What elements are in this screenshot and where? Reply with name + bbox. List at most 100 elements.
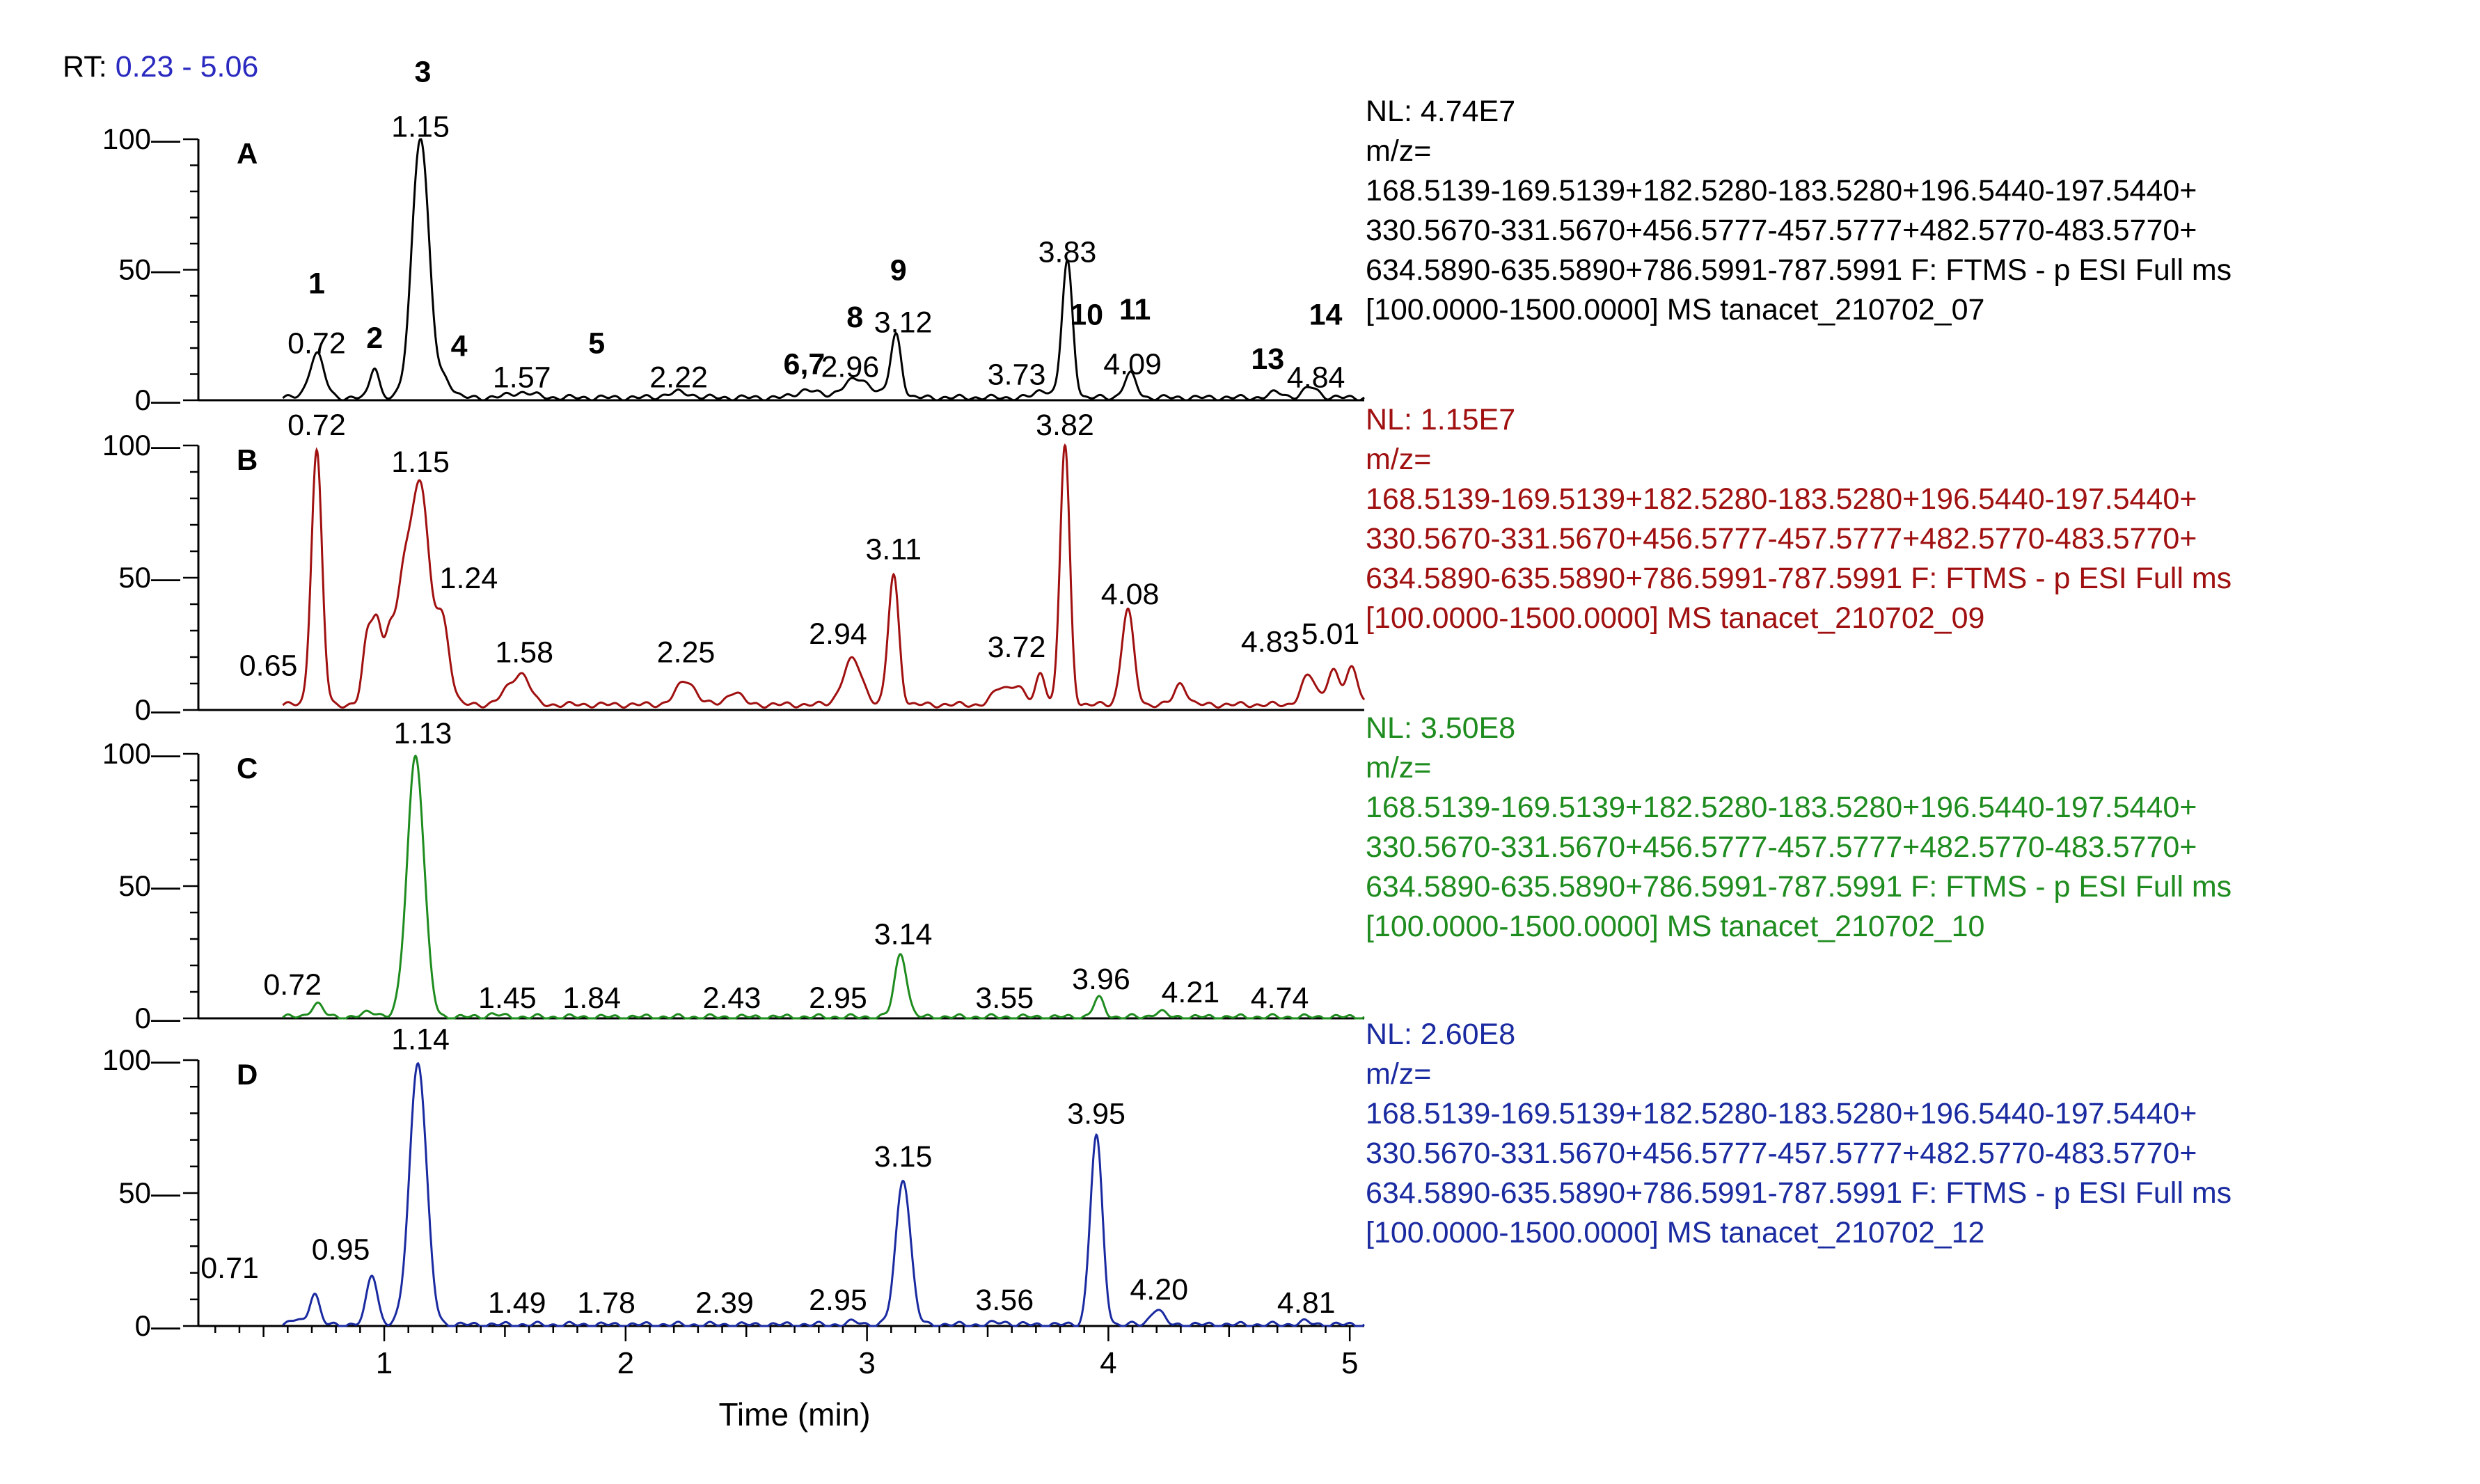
rt-label: 0.72: [287, 409, 346, 442]
rt-label: 4.09: [1103, 348, 1162, 381]
rt-label: 3.96: [1072, 963, 1130, 996]
mz-label: m/z=: [1366, 751, 1432, 784]
rt-label: 2.22: [649, 361, 708, 394]
rt-label: 1.14: [391, 1023, 450, 1057]
rt-label: 4.08: [1101, 578, 1160, 611]
compound-number: 9: [890, 254, 907, 287]
compound-number: 13: [1251, 342, 1284, 376]
compound-number: 6,7: [784, 348, 826, 381]
rt-label: 2.94: [809, 617, 867, 651]
x-tick-label: 4: [1100, 1346, 1116, 1380]
rt-label: 1.78: [577, 1286, 635, 1320]
y-tick-label: 50—: [118, 869, 180, 902]
rt-label: 1.24: [440, 562, 498, 595]
y-tick-label: 0—: [135, 384, 180, 416]
y-tick-label: 100—: [102, 429, 180, 461]
panel-letter: A: [237, 137, 258, 170]
rt-label: 4.74: [1251, 981, 1309, 1015]
rt-label: 4.21: [1161, 976, 1219, 1009]
rt-label: 4.81: [1277, 1286, 1336, 1320]
rt-label: 0.72: [287, 327, 346, 361]
trace-line: [282, 1061, 1365, 1327]
rt-label: 4.20: [1130, 1273, 1188, 1307]
mz-line: 634.5890-635.5890+786.5991-787.5991 F: F…: [1366, 562, 2232, 595]
rt-label: 3.82: [1036, 409, 1094, 442]
rt-label: 3.83: [1038, 235, 1097, 269]
rt-label: 2.25: [657, 636, 716, 670]
mz-label: m/z=: [1366, 443, 1432, 476]
y-tick-label: 50—: [118, 1176, 180, 1209]
mz-line: [100.0000-1500.0000] MS tanacet_210702_0…: [1366, 601, 1985, 635]
rt-label: 2.96: [821, 350, 879, 384]
y-tick-label: 50—: [118, 253, 180, 286]
rt-label: 0.72: [263, 968, 322, 1002]
rt-label: 1.13: [394, 717, 452, 750]
compound-number: 11: [1119, 293, 1151, 326]
trace-line: [282, 443, 1366, 709]
mz-line: 634.5890-635.5890+786.5991-787.5991 F: F…: [1366, 253, 2232, 287]
compound-number: 4: [451, 329, 468, 363]
rt-label: 3.56: [975, 1284, 1034, 1317]
mz-line: 330.5670-331.5670+456.5777-457.5777+482.…: [1366, 830, 2197, 864]
y-tick-label: 0—: [135, 1002, 180, 1034]
rt-label: 4.83: [1241, 625, 1300, 658]
x-axis-label: Time (min): [719, 1396, 871, 1432]
mz-line: 330.5670-331.5670+456.5777-457.5777+482.…: [1366, 214, 2197, 247]
rt-label: 0.95: [312, 1233, 370, 1267]
mz-line: 330.5670-331.5670+456.5777-457.5777+482.…: [1366, 1137, 2197, 1170]
rt-label: 1.15: [391, 110, 450, 143]
x-tick-label: 2: [617, 1346, 634, 1380]
compound-number: 5: [588, 327, 605, 361]
rt-label: 1.58: [495, 636, 553, 670]
rt-label: 3.14: [874, 918, 933, 952]
rt-label: 3.55: [975, 981, 1034, 1015]
rt-range-value: 0.23 - 5.06: [115, 50, 259, 84]
mz-line: 330.5670-331.5670+456.5777-457.5777+482.…: [1366, 522, 2197, 555]
rt-label: 1.49: [488, 1286, 546, 1320]
rt-label: 3.15: [874, 1140, 933, 1174]
rt-label: 1.45: [478, 981, 537, 1015]
rt-label: 4.84: [1287, 361, 1345, 394]
mz-line: [100.0000-1500.0000] MS tanacet_210702_1…: [1366, 1216, 1985, 1249]
mz-line: 168.5139-169.5139+182.5280-183.5280+196.…: [1366, 1097, 2197, 1130]
mz-label: m/z=: [1366, 134, 1432, 168]
y-tick-label: 100—: [102, 123, 180, 155]
rt-label: 1.84: [562, 981, 621, 1015]
rt-label: 3.11: [866, 532, 922, 566]
panel-info-a: NL: 4.74E7 m/z= 168.5139-169.5139+182.5280…: [1366, 92, 2232, 330]
rt-label-text: RT:: [63, 50, 107, 84]
trace-line: [282, 755, 1365, 1020]
nl-value: NL: 3.50E8: [1366, 711, 1516, 745]
rt-label: 2.95: [809, 1284, 867, 1317]
mz-line: 168.5139-169.5139+182.5280-183.5280+196.…: [1366, 174, 2197, 207]
rt-label: 3.95: [1067, 1098, 1126, 1131]
nl-value: NL: 2.60E8: [1366, 1018, 1516, 1051]
mz-line: [100.0000-1500.0000] MS tanacet_210702_1…: [1366, 910, 1985, 943]
rt-label: 3.12: [874, 306, 933, 340]
y-tick-label: 50—: [118, 561, 180, 594]
compound-number: 1: [308, 267, 325, 300]
panel-info-d: NL: 2.60E8 m/z= 168.5139-169.5139+182.5280…: [1366, 1015, 2232, 1253]
x-tick-label: 5: [1341, 1346, 1358, 1380]
rt-range-label: RT: 0.23 - 5.06: [63, 50, 258, 84]
y-tick-label: 0—: [135, 1309, 180, 1342]
nl-value: NL: 1.15E7: [1366, 403, 1516, 436]
rt-label: 5.01: [1302, 617, 1360, 651]
mz-label: m/z=: [1366, 1057, 1432, 1091]
mz-line: 634.5890-635.5890+786.5991-787.5991 F: F…: [1366, 1176, 2232, 1210]
panel-letter: C: [237, 752, 258, 784]
panel-info-b: NL: 1.15E7 m/z= 168.5139-169.5139+182.5280…: [1366, 400, 2232, 638]
x-tick-label: 1: [376, 1346, 393, 1380]
compound-number: 14: [1309, 298, 1343, 331]
rt-label: 2.39: [695, 1286, 754, 1320]
y-tick-label: 100—: [102, 1043, 180, 1076]
y-tick-label: 0—: [135, 693, 180, 726]
rt-label: 2.43: [703, 981, 761, 1015]
mz-line: 168.5139-169.5139+182.5280-183.5280+196.…: [1366, 791, 2197, 824]
compound-number: 3: [415, 56, 432, 89]
mz-line: 168.5139-169.5139+182.5280-183.5280+196.…: [1366, 482, 2197, 516]
panel-info-c: NL: 3.50E8 m/z= 168.5139-169.5139+182.5280…: [1366, 709, 2232, 947]
compound-number: 10: [1070, 298, 1103, 331]
rt-label: 3.72: [988, 631, 1046, 664]
